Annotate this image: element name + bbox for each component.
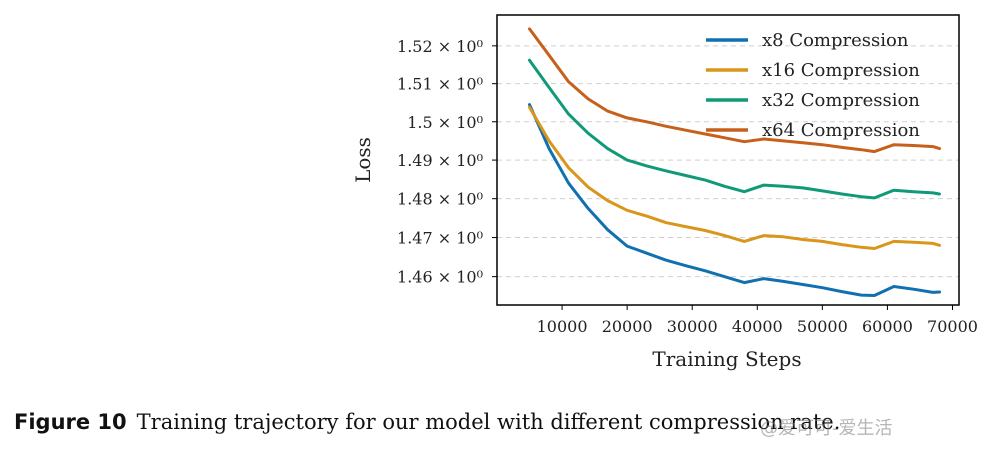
x-axis-ticks: 10000 20000 30000 40000 50000 60000 70000	[537, 305, 978, 336]
y-axis-ticks: 1.46 × 10⁰ 1.47 × 10⁰ 1.48 × 10⁰ 1.49 × 10⁰…	[397, 37, 497, 287]
loss-chart: 10000 20000 30000 40000 50000 60000 70000 1.46…	[351, 14, 978, 371]
series-lines	[528, 27, 941, 297]
grid-lines	[497, 45, 959, 278]
legend: x8 Compression x16 Compression x32 Compres…	[706, 30, 920, 141]
legend-label-x32: x32 Compression	[762, 90, 920, 111]
legend-label-x64: x64 Compression	[762, 120, 920, 141]
plot-frame	[496, 14, 960, 306]
x-tick-label: 10000	[537, 317, 588, 336]
legend-label-x16: x16 Compression	[762, 60, 920, 81]
x-axis-label: Training Steps	[652, 347, 801, 371]
y-tick-label: 1.46 × 10⁰	[397, 268, 483, 287]
y-tick-label: 1.48 × 10⁰	[397, 190, 483, 209]
x-tick-label: 50000	[797, 317, 848, 336]
watermark: @爱可可-爱生活	[760, 418, 893, 439]
series-line-x32	[528, 58, 941, 200]
y-tick-label: 1.51 × 10⁰	[397, 75, 483, 94]
series-line-x64	[528, 27, 941, 154]
y-axis-label: Loss	[351, 137, 375, 183]
figure-caption: Figure 10 Training trajectory for our mod…	[14, 410, 984, 434]
x-tick-label: 40000	[732, 317, 783, 336]
figure-caption-text: Training trajectory for our model with d…	[136, 410, 841, 434]
series-line-x8	[528, 103, 941, 297]
x-tick-label: 70000	[927, 317, 978, 336]
y-tick-label: 1.47 × 10⁰	[397, 229, 483, 248]
figure-caption-label: Figure 10	[14, 410, 127, 434]
x-tick-label: 30000	[667, 317, 718, 336]
x-tick-label: 60000	[862, 317, 913, 336]
y-tick-label: 1.52 × 10⁰	[397, 37, 483, 56]
x-tick-label: 20000	[602, 317, 653, 336]
y-tick-label: 1.5 × 10⁰	[407, 113, 483, 132]
y-tick-label: 1.49 × 10⁰	[397, 151, 483, 170]
legend-label-x8: x8 Compression	[762, 30, 909, 51]
series-line-x16	[528, 105, 941, 250]
